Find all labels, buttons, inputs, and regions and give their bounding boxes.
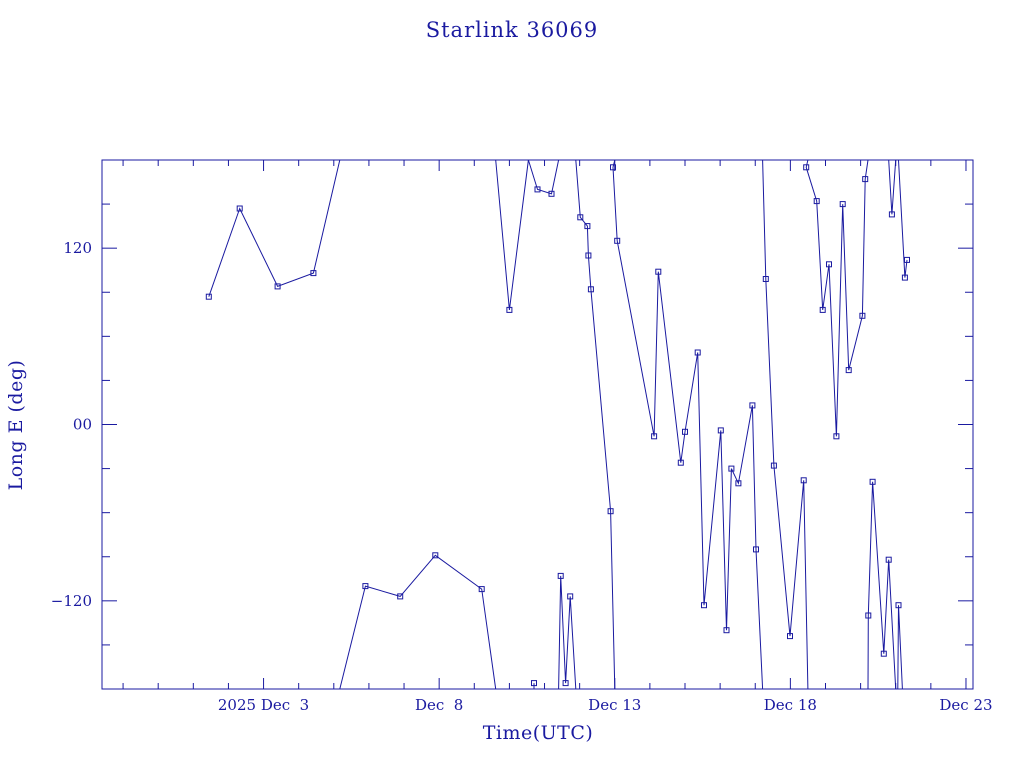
- y-tick-label: −120: [51, 592, 92, 610]
- chart-title: Starlink 36069: [426, 18, 599, 42]
- series-line-segment: [612, 159, 764, 690]
- data-point: [859, 312, 866, 319]
- data-series: [205, 159, 910, 690]
- data-point: [787, 633, 793, 640]
- x-axis-label: Time(UTC): [483, 722, 594, 744]
- data-point: [904, 256, 910, 263]
- x-tick-label: 2025 Dec 3: [218, 696, 309, 714]
- tick-labels: 2025 Dec 3 Dec 8 Dec 13 Dec 18 Dec 23 120 00 −1…: [51, 239, 993, 714]
- data-point: [310, 270, 317, 277]
- data-point: [753, 546, 759, 553]
- data-point: [677, 459, 684, 466]
- data-point: [585, 252, 592, 259]
- series-line-segment: [208, 159, 341, 297]
- data-point: [236, 205, 243, 212]
- data-point: [735, 480, 742, 487]
- data-point: [567, 593, 574, 600]
- data-point: [901, 274, 908, 281]
- data-point: [694, 349, 701, 356]
- x-tick-label: Dec 23: [939, 696, 992, 714]
- data-point: [869, 478, 876, 485]
- data-point: [728, 465, 735, 472]
- series-line-segment: [495, 159, 529, 310]
- data-point: [534, 186, 541, 193]
- data-point: [651, 433, 658, 440]
- data-point: [655, 268, 662, 275]
- series-line-segment: [898, 159, 908, 278]
- y-tick-label: 00: [73, 416, 92, 434]
- data-point: [562, 680, 569, 687]
- plot-frame: [101, 159, 974, 690]
- axis-ticks: [102, 160, 973, 689]
- data-point: [885, 556, 892, 563]
- data-point: [723, 627, 730, 634]
- data-point: [610, 164, 616, 171]
- data-point: [800, 477, 807, 484]
- data-point: [506, 306, 513, 313]
- y-tick-label: 120: [63, 239, 92, 257]
- data-point: [577, 214, 584, 221]
- data-point: [557, 572, 564, 579]
- series-line-segment: [805, 159, 869, 437]
- data-point: [478, 586, 485, 593]
- x-tick-label: Dec 18: [764, 696, 817, 714]
- data-point: [813, 198, 820, 205]
- series-line-segment: [762, 159, 809, 690]
- series-line-segment: [575, 159, 616, 690]
- data-point: [749, 402, 756, 409]
- y-axis-label: Long E (deg): [5, 360, 27, 491]
- data-point: [274, 283, 281, 290]
- series-line-segment: [339, 554, 497, 690]
- data-point: [362, 583, 369, 590]
- data-point: [845, 367, 852, 374]
- data-point: [833, 433, 840, 440]
- x-tick-label: Dec 13: [588, 696, 641, 714]
- data-point: [432, 552, 439, 559]
- data-point: [607, 508, 614, 515]
- data-point: [717, 427, 724, 434]
- data-point: [531, 680, 537, 687]
- data-point: [839, 201, 846, 208]
- data-point: [895, 602, 902, 609]
- data-point: [862, 176, 869, 183]
- data-point: [865, 612, 872, 619]
- data-point: [701, 602, 707, 609]
- x-tick-label: Dec 8: [415, 696, 463, 714]
- data-point: [587, 286, 594, 293]
- data-point: [205, 293, 212, 300]
- data-point: [548, 190, 555, 197]
- data-point: [614, 237, 621, 244]
- data-point: [819, 306, 826, 313]
- series-line-segment: [558, 575, 577, 690]
- data-point: [770, 462, 777, 469]
- series-line-segment: [527, 159, 560, 195]
- data-point: [682, 428, 688, 435]
- data-point: [826, 261, 832, 268]
- data-point: [803, 164, 810, 171]
- data-point: [397, 593, 404, 600]
- data-point: [584, 223, 591, 230]
- series-line-segment: [897, 605, 903, 690]
- data-point: [762, 276, 769, 282]
- series-line-segment: [867, 481, 897, 690]
- series-line-segment: [885, 159, 897, 215]
- data-point: [880, 650, 887, 657]
- data-point: [888, 211, 895, 218]
